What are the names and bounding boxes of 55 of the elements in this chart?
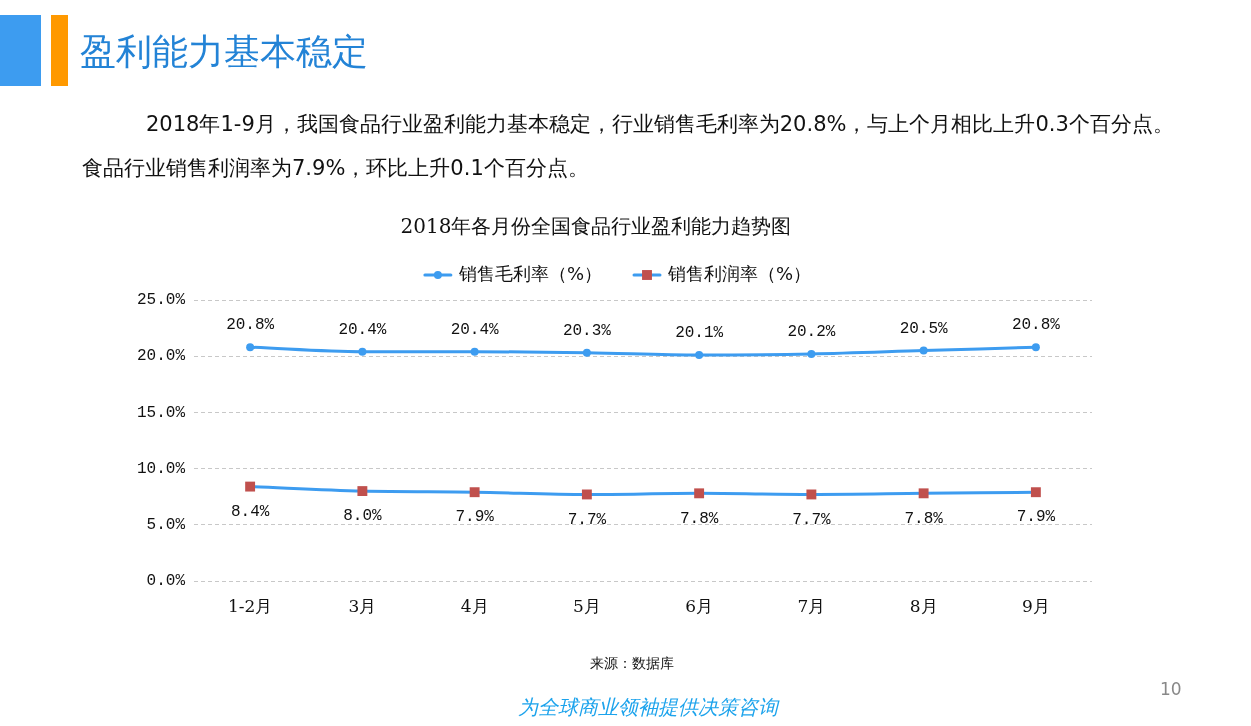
x-tick-label: 5月	[572, 595, 601, 616]
point	[469, 487, 480, 498]
data-label: 7.8%	[679, 509, 719, 528]
point	[1031, 343, 1040, 352]
point	[807, 349, 816, 358]
data-label: 8.0%	[343, 507, 382, 526]
data-label: 7.7%	[792, 510, 831, 529]
data-label: 7.9%	[1016, 508, 1056, 527]
data-label: 20.8%	[1011, 316, 1061, 335]
data-label: 7.7%	[567, 510, 607, 529]
y-tick-label: 20.0%	[136, 347, 186, 366]
x-tick-label: 9月	[1021, 595, 1050, 616]
legend-label: 销售利润率（%）	[667, 262, 812, 284]
data-label: 20.2%	[787, 323, 836, 342]
data-label: 7.9%	[455, 508, 495, 527]
data-label: 20.5%	[899, 319, 949, 338]
data-label: 20.1%	[675, 324, 724, 343]
y-tick-label: 25.0%	[136, 291, 186, 310]
y-tick-label: 5.0%	[146, 516, 186, 535]
x-tick-label: 7月	[797, 595, 826, 616]
x-tick-label: 3月	[348, 595, 377, 616]
point	[806, 489, 817, 500]
data-label: 20.4%	[338, 320, 387, 339]
point	[358, 347, 367, 356]
point	[918, 488, 929, 499]
point	[470, 347, 479, 356]
x-tick-label: 6月	[685, 595, 714, 616]
x-tick-label: 8月	[909, 595, 938, 616]
text: 食品行业销售利润率为7.9%，环比上升0.1个百分点。	[82, 155, 589, 181]
text: 盈利能力基本稳定	[80, 31, 368, 73]
point	[582, 348, 591, 357]
y-tick-label: 15.0%	[136, 403, 186, 422]
source-note: 来源：数据库	[590, 654, 674, 672]
point	[245, 481, 256, 492]
chart-title: 2018年各月份全国食品行业盈利能力趋势图	[400, 214, 792, 239]
point	[1030, 487, 1041, 498]
y-tick-label: 10.0%	[136, 459, 186, 478]
point	[695, 351, 704, 360]
point	[581, 489, 592, 500]
text: 为全球商业领袖提供决策咨询	[518, 694, 778, 719]
legend-label: 销售毛利率（%）	[457, 262, 603, 284]
point	[357, 486, 368, 497]
data-label: 20.8%	[226, 316, 275, 335]
x-tick-label: 1-2月	[227, 595, 273, 616]
data-label: 8.4%	[230, 502, 270, 521]
data-label: 20.3%	[562, 322, 612, 341]
data-label: 20.4%	[450, 320, 500, 339]
text: 2018年1-9月，我国食品行业盈利能力基本稳定，行业销售毛利率为20.8%，与上个月相比上升0.3个百分点。	[146, 111, 1174, 137]
point	[246, 343, 255, 352]
y-tick-label: 0.0%	[146, 572, 186, 591]
x-tick-label: 4月	[460, 595, 489, 616]
data-label: 7.8%	[904, 509, 944, 528]
text: 10	[1160, 679, 1182, 700]
point	[694, 488, 705, 499]
point	[919, 346, 928, 355]
